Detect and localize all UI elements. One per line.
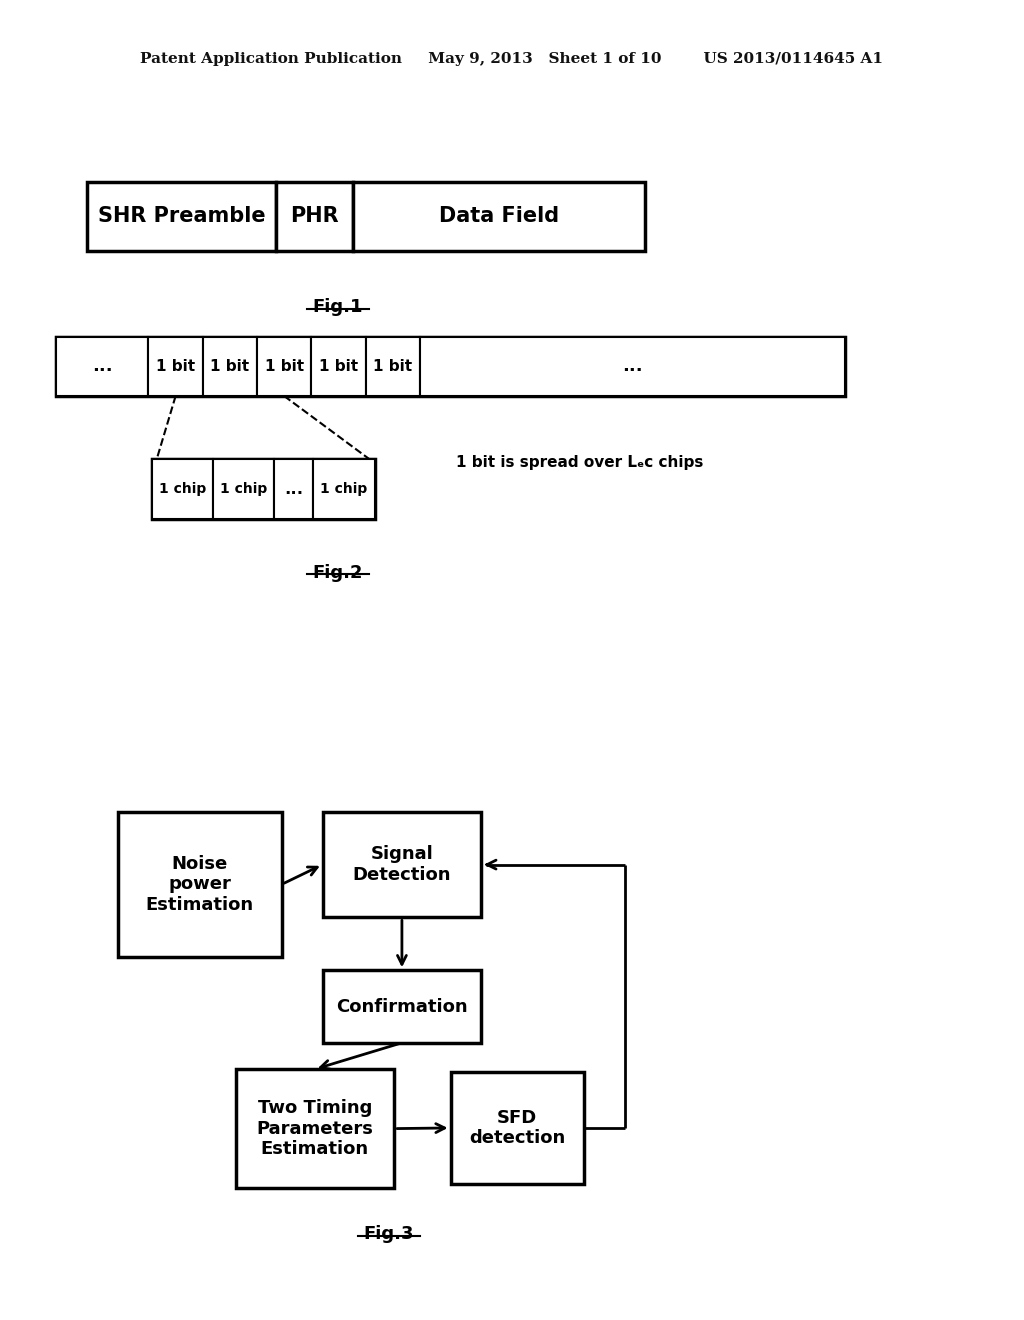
Text: SHR Preamble: SHR Preamble [98,206,265,227]
Text: 1 bit: 1 bit [318,359,358,374]
Bar [274,459,313,519]
Bar [152,459,375,519]
Text: PHR: PHR [291,206,339,227]
Text: SFD
detection: SFD detection [469,1109,565,1147]
Text: Patent Application Publication     May 9, 2013   Sheet 1 of 10        US 2013/01: Patent Application Publication May 9, 20… [140,53,884,66]
Bar [56,337,148,396]
Text: 1 bit: 1 bit [373,359,413,374]
Bar [451,1072,584,1184]
Text: 1 chip: 1 chip [321,482,368,496]
Text: Fig.1: Fig.1 [312,298,364,317]
Text: ...: ... [285,480,303,498]
Bar [323,970,481,1043]
Bar [118,812,282,957]
Text: Noise
power
Estimation: Noise power Estimation [145,854,254,915]
Bar [313,459,375,519]
Text: 1 chip: 1 chip [220,482,267,496]
Text: Data Field: Data Field [439,206,559,227]
Bar [213,459,274,519]
Text: 1 bit is spread over Lₑc chips: 1 bit is spread over Lₑc chips [456,454,703,470]
Bar [323,812,481,917]
Text: ...: ... [622,358,643,375]
Bar [87,182,276,251]
Text: 1 bit: 1 bit [156,359,196,374]
Bar [257,337,311,396]
Text: 1 chip: 1 chip [159,482,206,496]
Bar [148,337,203,396]
Bar [276,182,353,251]
Bar [353,182,645,251]
Bar [366,337,420,396]
Text: 1 bit: 1 bit [264,359,304,374]
Text: Fig.3: Fig.3 [364,1225,415,1243]
Bar [311,337,366,396]
Bar [236,1069,394,1188]
Text: ...: ... [92,358,113,375]
Bar [56,337,845,396]
Bar [420,337,845,396]
Text: Fig.2: Fig.2 [312,564,364,582]
Text: Signal
Detection: Signal Detection [352,845,452,884]
Bar [152,459,213,519]
Text: 1 bit: 1 bit [210,359,250,374]
Text: Confirmation: Confirmation [336,998,468,1015]
Text: Two Timing
Parameters
Estimation: Two Timing Parameters Estimation [256,1098,374,1159]
Bar [203,337,257,396]
